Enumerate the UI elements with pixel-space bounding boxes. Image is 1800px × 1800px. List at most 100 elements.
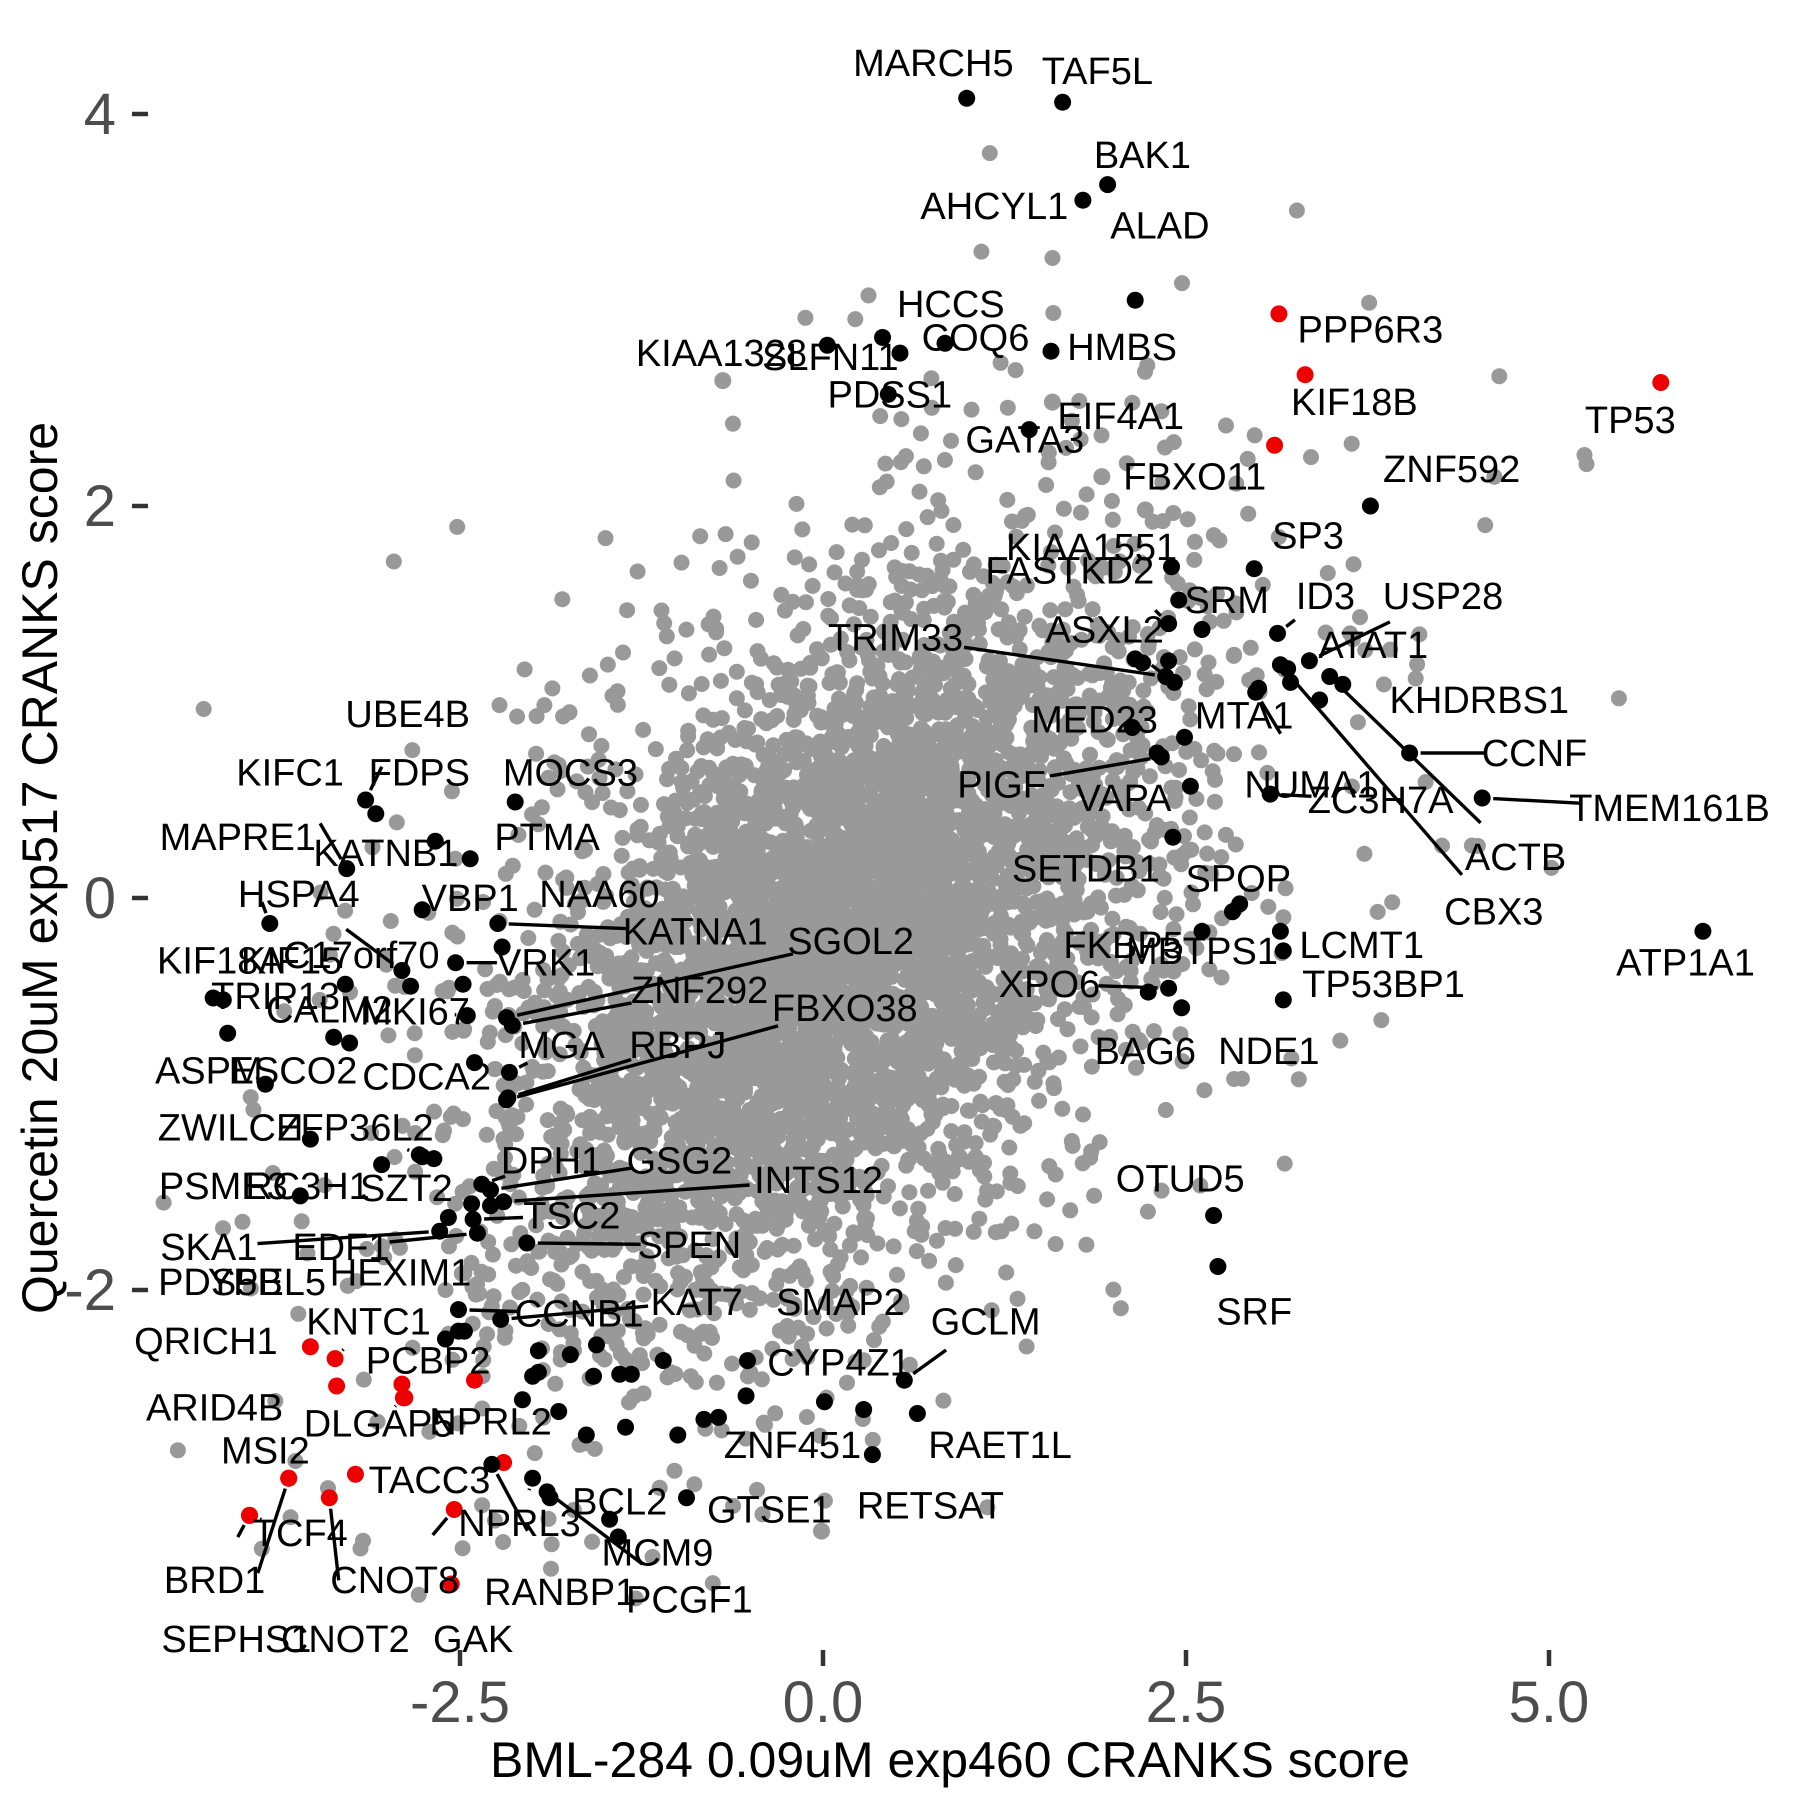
cloud-point bbox=[821, 868, 838, 885]
cloud-point bbox=[658, 628, 675, 645]
cloud-point bbox=[935, 1051, 952, 1068]
cloud-point bbox=[614, 963, 630, 980]
cloud-point bbox=[1185, 587, 1202, 604]
cloud-point bbox=[1239, 450, 1256, 467]
cloud-point bbox=[709, 921, 726, 938]
cloud-point bbox=[967, 464, 984, 481]
cloud-point bbox=[544, 680, 561, 697]
cloud-point bbox=[978, 709, 995, 726]
cloud-point bbox=[591, 770, 608, 786]
cloud-point bbox=[666, 1462, 683, 1479]
cloud-point bbox=[824, 1282, 841, 1299]
cloud-point bbox=[741, 1234, 758, 1250]
cloud-point bbox=[606, 1092, 623, 1109]
cloud-point bbox=[429, 1189, 446, 1206]
cloud-point bbox=[929, 1077, 945, 1094]
cloud-point bbox=[497, 1109, 514, 1126]
cloud-point bbox=[802, 1075, 819, 1092]
cloud-point bbox=[835, 923, 852, 939]
cloud-point bbox=[666, 650, 683, 667]
cloud-point bbox=[862, 896, 878, 913]
cloud-point bbox=[956, 1124, 973, 1141]
cloud-point bbox=[673, 554, 690, 571]
cloud-point bbox=[1031, 617, 1048, 634]
cloud-point bbox=[589, 875, 606, 892]
cloud-point bbox=[848, 797, 865, 814]
cloud-point bbox=[651, 1316, 668, 1333]
cloud-point bbox=[1105, 1281, 1122, 1298]
cloud-point bbox=[744, 1045, 761, 1062]
cloud-point bbox=[872, 867, 889, 884]
cloud-point bbox=[752, 805, 769, 822]
cloud-point bbox=[1007, 954, 1024, 970]
cloud-point bbox=[781, 1267, 798, 1284]
cloud-point bbox=[1135, 682, 1152, 699]
cloud-point bbox=[480, 1266, 497, 1283]
cloud-point bbox=[945, 551, 962, 568]
cloud-point bbox=[933, 502, 950, 519]
cloud-point bbox=[854, 753, 870, 769]
cloud-point bbox=[1108, 963, 1125, 980]
cloud-point bbox=[1153, 1182, 1170, 1199]
cloud-point bbox=[717, 1216, 734, 1232]
cloud-point bbox=[1025, 878, 1042, 895]
cloud-point bbox=[1140, 639, 1157, 656]
cloud-point bbox=[448, 890, 465, 907]
cloud-point bbox=[543, 1536, 560, 1553]
cloud-point bbox=[1104, 511, 1121, 528]
cloud-point bbox=[652, 1278, 669, 1295]
cloud-point bbox=[1088, 827, 1104, 844]
cloud-point bbox=[710, 836, 727, 853]
cloud-point bbox=[613, 847, 630, 864]
cloud-point bbox=[526, 1445, 543, 1462]
cloud-point bbox=[1059, 681, 1076, 697]
cloud-point bbox=[1072, 431, 1089, 448]
cloud-point bbox=[743, 534, 760, 551]
cloud-point bbox=[1045, 1075, 1062, 1092]
cloud-point bbox=[737, 805, 754, 822]
cloud-point bbox=[516, 661, 533, 678]
cloud-point bbox=[597, 530, 614, 547]
cloud-point bbox=[1154, 474, 1171, 491]
cloud-point bbox=[749, 1112, 766, 1129]
cloud-point bbox=[719, 1286, 736, 1303]
cloud-point bbox=[815, 764, 832, 781]
cloud-point bbox=[1373, 1012, 1390, 1029]
cloud-point bbox=[651, 660, 668, 677]
cloud-point bbox=[896, 1041, 913, 1058]
cloud-point bbox=[756, 1039, 772, 1056]
cloud-point bbox=[1134, 737, 1151, 754]
cloud-point bbox=[663, 1075, 680, 1092]
cloud-point bbox=[1169, 575, 1186, 592]
cloud-point bbox=[716, 945, 733, 962]
cloud-point bbox=[1072, 1038, 1089, 1055]
cloud-point bbox=[915, 895, 931, 912]
cloud-point bbox=[763, 712, 780, 729]
cloud-point bbox=[578, 926, 595, 943]
cloud-point bbox=[755, 1168, 772, 1184]
cloud-point bbox=[1319, 565, 1336, 581]
cloud-point bbox=[945, 517, 962, 533]
cloud-point bbox=[863, 1033, 880, 1050]
cloud-point bbox=[915, 612, 932, 628]
cloud-point bbox=[881, 1046, 898, 1063]
cloud-point bbox=[824, 1038, 841, 1055]
cloud-point bbox=[761, 692, 778, 709]
cloud-point bbox=[572, 1042, 589, 1059]
cloud-point bbox=[765, 1291, 782, 1308]
cloud-point bbox=[1069, 719, 1086, 736]
cloud-point bbox=[992, 936, 1009, 953]
cloud-point bbox=[1018, 577, 1035, 594]
cloud-point bbox=[630, 1081, 647, 1098]
cloud-point bbox=[801, 997, 818, 1014]
cloud-point bbox=[1196, 1082, 1213, 1099]
cloud-point bbox=[426, 1103, 443, 1120]
cloud-point bbox=[1156, 889, 1173, 906]
cloud-point bbox=[1213, 969, 1230, 986]
cloud-point bbox=[444, 1351, 461, 1368]
cloud-point bbox=[1000, 614, 1017, 631]
cloud-point bbox=[1384, 894, 1401, 911]
cloud-point bbox=[601, 970, 618, 987]
cloud-point bbox=[1062, 1202, 1079, 1219]
cloud-point bbox=[883, 535, 900, 551]
